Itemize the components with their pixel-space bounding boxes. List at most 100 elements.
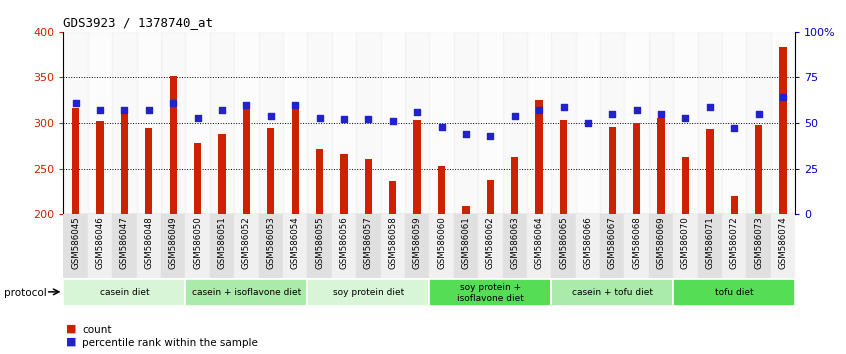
Bar — [283, 214, 307, 278]
Bar — [316, 149, 323, 214]
Bar — [536, 100, 543, 214]
Bar — [755, 125, 762, 214]
Text: count: count — [82, 325, 112, 335]
Point — [93, 107, 107, 113]
Bar — [478, 214, 503, 278]
Bar — [673, 279, 795, 307]
Text: GSM586061: GSM586061 — [461, 216, 470, 269]
Bar — [121, 109, 128, 214]
Text: GSM586065: GSM586065 — [559, 216, 568, 269]
Text: casein + tofu diet: casein + tofu diet — [572, 289, 653, 297]
Text: GSM586047: GSM586047 — [120, 216, 129, 269]
Point — [410, 109, 424, 115]
Point — [508, 113, 521, 119]
Bar — [63, 279, 185, 307]
Text: percentile rank within the sample: percentile rank within the sample — [82, 338, 258, 348]
Bar — [682, 157, 689, 214]
Bar — [698, 214, 722, 278]
Bar — [307, 279, 429, 307]
Point — [777, 95, 790, 100]
Text: GSM586046: GSM586046 — [96, 216, 105, 269]
Text: GSM586069: GSM586069 — [656, 216, 666, 269]
Bar — [575, 32, 600, 214]
Bar — [332, 214, 356, 278]
Text: GSM586058: GSM586058 — [388, 216, 398, 269]
Bar — [169, 76, 177, 214]
Point — [264, 113, 277, 119]
Bar — [365, 159, 372, 214]
Bar — [88, 214, 113, 278]
Bar — [414, 120, 420, 214]
Bar — [633, 123, 640, 214]
Text: GSM586048: GSM586048 — [145, 216, 153, 269]
Point — [606, 111, 619, 117]
Text: soy protein diet: soy protein diet — [332, 289, 404, 297]
Text: casein + isoflavone diet: casein + isoflavone diet — [192, 289, 301, 297]
Text: tofu diet: tofu diet — [715, 289, 754, 297]
Point — [69, 100, 82, 106]
Text: GSM586068: GSM586068 — [632, 216, 641, 269]
Bar — [429, 279, 552, 307]
Bar — [63, 32, 88, 214]
Bar — [503, 32, 527, 214]
Text: GSM586057: GSM586057 — [364, 216, 373, 269]
Bar — [503, 214, 527, 278]
Text: protocol: protocol — [4, 288, 47, 298]
Bar — [389, 181, 397, 214]
Bar — [259, 214, 283, 278]
Bar — [552, 214, 575, 278]
Bar — [185, 214, 210, 278]
Bar — [600, 32, 624, 214]
Bar — [575, 214, 600, 278]
Bar — [136, 214, 161, 278]
Point — [435, 124, 448, 130]
Bar — [771, 32, 795, 214]
Bar — [243, 109, 250, 214]
Point — [215, 107, 228, 113]
Point — [361, 116, 375, 122]
Text: GSM586052: GSM586052 — [242, 216, 251, 269]
Bar — [210, 32, 234, 214]
Bar — [136, 32, 161, 214]
Bar — [511, 157, 519, 214]
Bar — [706, 130, 713, 214]
Bar — [527, 214, 552, 278]
Text: ■: ■ — [66, 324, 76, 333]
Bar — [552, 32, 575, 214]
Bar — [356, 32, 381, 214]
Point — [703, 104, 717, 109]
Bar — [462, 206, 470, 214]
Text: GSM586053: GSM586053 — [266, 216, 275, 269]
Bar — [673, 214, 698, 278]
Bar — [356, 214, 381, 278]
Point — [338, 116, 351, 122]
Text: soy protein +
isoflavone diet: soy protein + isoflavone diet — [457, 283, 524, 303]
Point — [313, 115, 327, 120]
Text: GSM586049: GSM586049 — [168, 216, 178, 269]
Bar — [600, 214, 624, 278]
Text: GSM586063: GSM586063 — [510, 216, 519, 269]
Bar — [96, 121, 104, 214]
Text: ■: ■ — [66, 337, 76, 347]
Text: GSM586071: GSM586071 — [706, 216, 714, 269]
Bar — [161, 32, 185, 214]
Text: GSM586066: GSM586066 — [584, 216, 592, 269]
Bar — [673, 32, 698, 214]
Text: GSM586072: GSM586072 — [730, 216, 739, 269]
Bar — [527, 32, 552, 214]
Text: GSM586054: GSM586054 — [291, 216, 299, 269]
Bar — [771, 214, 795, 278]
Bar — [113, 32, 136, 214]
Text: GSM586051: GSM586051 — [217, 216, 227, 269]
Bar — [234, 32, 259, 214]
Bar — [649, 214, 673, 278]
Point — [532, 107, 546, 113]
Bar — [72, 108, 80, 214]
Bar — [405, 214, 429, 278]
Point — [459, 131, 473, 137]
Bar — [624, 214, 649, 278]
Bar — [453, 214, 478, 278]
Text: GSM586060: GSM586060 — [437, 216, 446, 269]
Point — [752, 111, 766, 117]
Bar — [552, 279, 673, 307]
